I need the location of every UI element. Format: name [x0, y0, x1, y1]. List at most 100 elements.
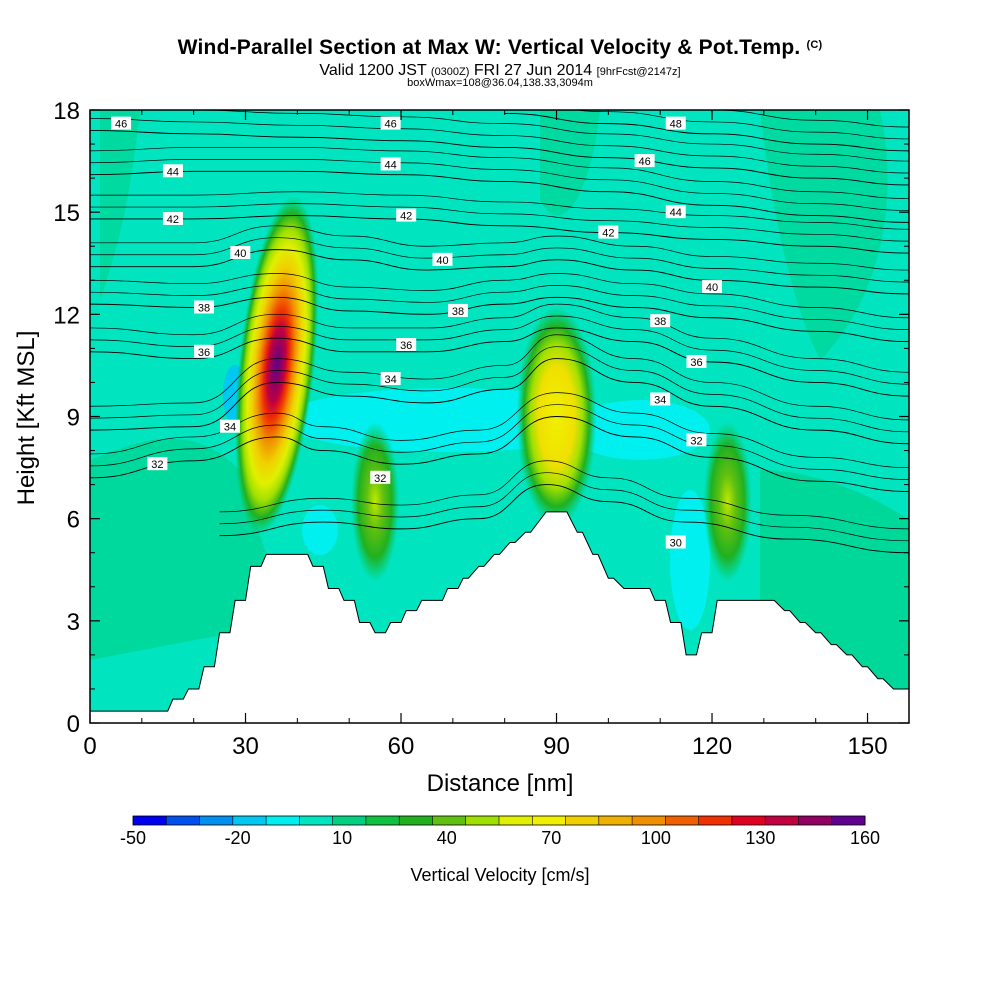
isentrope-32 [90, 416, 909, 492]
isentrope-label-box [111, 116, 132, 130]
isentrope-label: 38 [452, 306, 464, 318]
region-downdraft-low [670, 490, 710, 630]
isentrope-label-box [448, 303, 469, 317]
isentrope-label: 34 [224, 422, 236, 434]
colorbar-swatch [698, 816, 733, 825]
isentrope-label: 42 [602, 228, 614, 240]
y-tick-label: 12 [53, 302, 80, 329]
x-tick-label: 0 [83, 733, 96, 760]
colorbar-label: Vertical Velocity [cm/s] [410, 865, 589, 885]
isentrope-label-box [634, 154, 655, 168]
isentrope-minor [574, 110, 909, 140]
isentrope-48 [504, 112, 909, 152]
isentrope-label-box [598, 225, 619, 239]
region-top-right [760, 110, 888, 360]
isentrope-minor [90, 346, 909, 433]
chart-subtitle: Valid 1200 JST (0300Z) FRI 27 Jun 2014 [… [0, 62, 1000, 80]
isentrope-label: 42 [400, 211, 412, 223]
isentrope-minor [90, 159, 909, 211]
colorbar-swatch [798, 816, 833, 825]
colorbar-swatch [133, 816, 167, 825]
y-tick-label: 0 [67, 711, 80, 738]
x-tick-label: 90 [543, 733, 570, 760]
valid-date: FRI 27 Jun 2014 [473, 62, 593, 79]
isentrope-minor [90, 191, 909, 230]
isentrope-label-box [147, 457, 168, 471]
x-tick-label: 30 [232, 733, 259, 760]
isentrope-minor [697, 110, 909, 128]
isentrope-label-box [194, 344, 215, 358]
isentrope-label: 44 [670, 207, 682, 219]
isentrope-label: 32 [374, 473, 386, 485]
isentrope-minor [90, 203, 909, 242]
isentrope-minor [90, 303, 909, 373]
colorbar-swatch [399, 816, 433, 825]
colorbar-swatch [332, 816, 367, 825]
colorbar-swatch [532, 816, 567, 825]
isentrope-lines [90, 110, 909, 554]
colorbar-swatch [598, 816, 633, 825]
isentrope-label-box [650, 314, 671, 328]
isentrope-label: 44 [167, 166, 179, 178]
colorbar-tick-label: 130 [745, 828, 775, 848]
isentrope-label: 32 [690, 435, 702, 447]
isentrope-minor [90, 285, 909, 331]
isentrope-minor [90, 147, 909, 199]
isentrope-minor [219, 472, 909, 542]
isentrope-minor [90, 273, 909, 319]
colorbar-tick-label: 40 [437, 828, 457, 848]
isentrope-label: 36 [690, 357, 702, 369]
copyright-mark: (C) [806, 39, 823, 51]
y-tick-label: 6 [67, 507, 80, 534]
isentrope-label: 42 [167, 214, 179, 226]
colorbar-tick-label: 10 [332, 828, 352, 848]
isentrope-minor [168, 110, 909, 162]
forecast-info: [9hrFcst@2147z] [596, 66, 681, 78]
colorbar-tick-label: 160 [850, 828, 880, 848]
valid-time: Valid 1200 JST [319, 62, 427, 79]
colorbar-swatch [565, 816, 600, 825]
isentrope-minor [90, 315, 909, 385]
isentrope-label-box [162, 211, 183, 225]
isentrope-label-box [230, 246, 251, 260]
isentrope-label: 32 [151, 459, 163, 471]
isentrope-label: 34 [385, 374, 397, 386]
isentrope-minor [90, 392, 909, 468]
colorbar-swatch [499, 816, 533, 825]
isentrope-label-box [162, 164, 183, 178]
isentrope-label: 40 [706, 282, 718, 294]
isentrope-46 [90, 129, 909, 186]
colorbar-swatch [166, 816, 201, 825]
velocity-field: 46 44 42 40 38 36 34 32 46 44 42 40 38 36 34 32 48 46 44 42… [90, 110, 909, 723]
isentrope-minor [90, 225, 909, 271]
isentrope-label: 46 [115, 119, 127, 131]
isentrope-minor [90, 334, 909, 421]
isentrope-label-box [686, 433, 707, 447]
isentrope-label: 38 [198, 303, 210, 315]
isentrope-label: 40 [234, 248, 246, 260]
isentrope-label-box [432, 252, 453, 266]
region-top-left [100, 110, 140, 300]
colorbar-swatch [299, 816, 334, 825]
isentrope-label: 38 [654, 316, 666, 328]
colorbar-swatch [232, 816, 267, 825]
updraft-core [351, 421, 400, 582]
isentrope-label-box [396, 337, 417, 351]
isentrope-label: 44 [385, 159, 397, 171]
updraft-core [703, 421, 752, 582]
isentrope-44 [90, 170, 909, 223]
colorbar-swatch [266, 816, 300, 825]
isentrope-label: 48 [670, 119, 682, 131]
updraft-core [234, 196, 319, 535]
isentrope-34 [90, 358, 909, 445]
isentrope-36 [90, 327, 909, 397]
colorbar-swatch [432, 816, 467, 825]
isentrope-label-box [396, 208, 417, 222]
isentrope-minor [90, 118, 909, 174]
isentrope-38 [90, 296, 909, 343]
isentrope-30 [219, 484, 909, 554]
isentrope-minor [219, 460, 909, 530]
isentrope-label: 34 [654, 394, 666, 406]
isentrope-label-box [194, 300, 215, 314]
